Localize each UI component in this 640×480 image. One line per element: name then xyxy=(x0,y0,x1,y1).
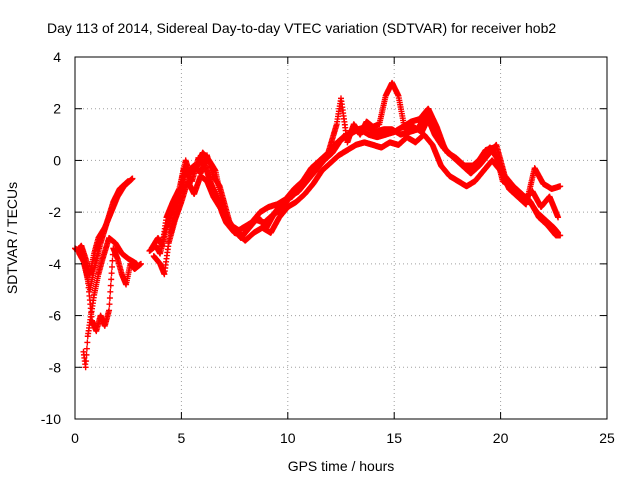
data-point xyxy=(107,288,114,295)
grid xyxy=(75,57,607,419)
y-tick-label: -6 xyxy=(49,308,62,324)
data-point xyxy=(133,260,140,267)
x-tick-label: 0 xyxy=(71,430,79,446)
data-point xyxy=(108,270,115,277)
x-axis-label: GPS time / hours xyxy=(288,458,395,474)
x-tick-label: 20 xyxy=(493,430,509,446)
data-series xyxy=(72,79,564,371)
y-tick-label: -10 xyxy=(41,411,61,427)
data-point xyxy=(109,263,116,270)
data-point xyxy=(129,175,136,182)
tick-labels: 0 5 10 15 20 25 -10 -8 -6 -4 -2 0 2 4 xyxy=(41,49,615,446)
data-point xyxy=(106,301,113,308)
data-point xyxy=(107,282,114,289)
y-tick-label: 2 xyxy=(53,101,61,117)
x-tick-label: 5 xyxy=(178,430,186,446)
data-point xyxy=(82,364,89,371)
data-point xyxy=(84,339,91,346)
x-tick-label: 25 xyxy=(599,430,615,446)
data-point xyxy=(557,183,564,190)
x-tick-label: 15 xyxy=(386,430,402,446)
y-tick-label: -4 xyxy=(49,256,62,272)
data-point xyxy=(555,214,562,221)
data-point xyxy=(108,276,115,283)
ticks xyxy=(74,56,608,420)
data-point xyxy=(83,351,90,358)
data-point xyxy=(109,257,116,264)
data-point xyxy=(83,345,90,352)
y-axis-label: SDTVAR / TECUs xyxy=(4,182,20,294)
chart-title: Day 113 of 2014, Sidereal Day-to-day VTE… xyxy=(47,20,556,36)
y-tick-label: -2 xyxy=(49,204,62,220)
data-point xyxy=(555,229,562,236)
y-tick-label: 4 xyxy=(53,49,61,65)
plot-frame xyxy=(74,56,608,420)
data-point xyxy=(83,358,90,365)
y-tick-label: 0 xyxy=(53,152,61,168)
data-point xyxy=(106,294,113,301)
data-point xyxy=(106,307,113,314)
x-tick-label: 10 xyxy=(280,430,296,446)
series-track-d xyxy=(74,110,562,278)
y-tick-label: -8 xyxy=(49,359,62,375)
